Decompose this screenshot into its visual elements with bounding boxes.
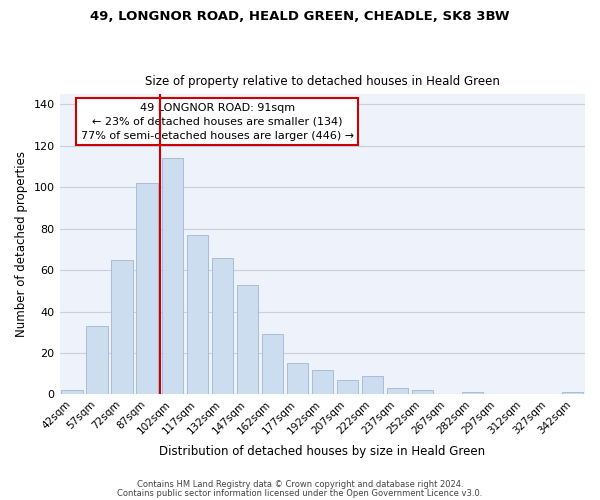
Bar <box>212 258 233 394</box>
Bar <box>362 376 383 394</box>
X-axis label: Distribution of detached houses by size in Heald Green: Distribution of detached houses by size … <box>159 444 485 458</box>
Bar <box>562 392 583 394</box>
Text: 49, LONGNOR ROAD, HEALD GREEN, CHEADLE, SK8 3BW: 49, LONGNOR ROAD, HEALD GREEN, CHEADLE, … <box>90 10 510 23</box>
Y-axis label: Number of detached properties: Number of detached properties <box>15 151 28 337</box>
Text: Contains public sector information licensed under the Open Government Licence v3: Contains public sector information licen… <box>118 488 482 498</box>
Bar <box>112 260 133 394</box>
Bar <box>412 390 433 394</box>
Bar <box>187 235 208 394</box>
Bar <box>262 334 283 394</box>
Bar <box>236 284 258 395</box>
Bar <box>161 158 183 394</box>
Bar <box>61 390 83 394</box>
Bar <box>387 388 408 394</box>
Title: Size of property relative to detached houses in Heald Green: Size of property relative to detached ho… <box>145 76 500 88</box>
Bar <box>462 392 483 394</box>
Bar <box>287 364 308 394</box>
Bar <box>337 380 358 394</box>
Text: Contains HM Land Registry data © Crown copyright and database right 2024.: Contains HM Land Registry data © Crown c… <box>137 480 463 489</box>
Text: 49 LONGNOR ROAD: 91sqm
← 23% of detached houses are smaller (134)
77% of semi-de: 49 LONGNOR ROAD: 91sqm ← 23% of detached… <box>80 103 354 141</box>
Bar <box>311 370 333 394</box>
Bar <box>136 183 158 394</box>
Bar <box>86 326 108 394</box>
